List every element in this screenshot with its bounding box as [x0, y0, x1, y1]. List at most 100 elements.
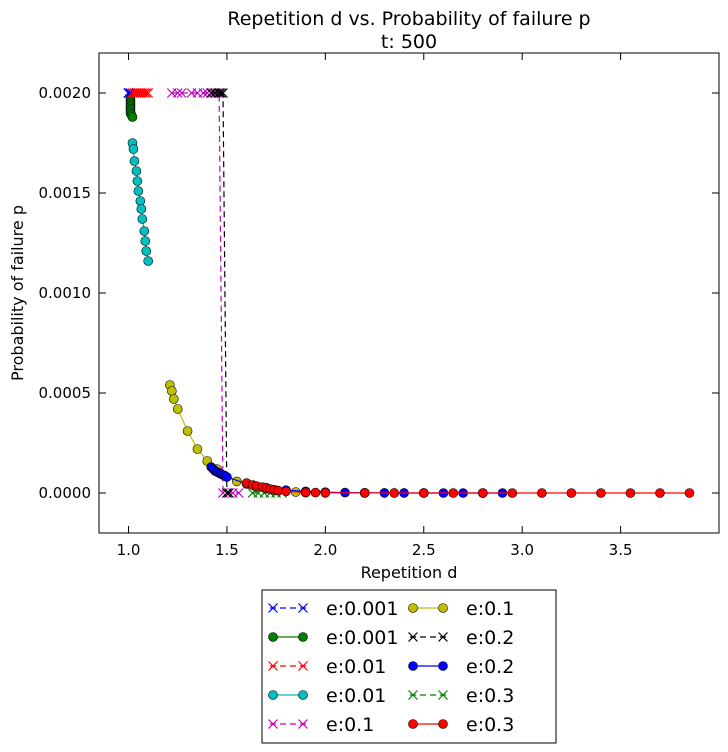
x-axis-ticks: 1.0 1.5 2.0 2.5 3.0 3.5	[117, 53, 633, 559]
x-axis-label: Repetition d	[361, 563, 458, 582]
legend-label: e:0.2	[466, 627, 514, 649]
x-tick-label: 2.5	[412, 541, 436, 559]
legend-marker	[268, 632, 278, 642]
data-point	[684, 488, 695, 498]
data-point	[596, 488, 606, 498]
data-point	[566, 488, 577, 498]
legend-marker	[298, 603, 308, 613]
legend-marker	[408, 661, 418, 671]
chart-subtitle: t: 500	[381, 31, 437, 53]
data-point	[359, 488, 370, 498]
legend-marker	[438, 690, 448, 700]
data-point	[233, 488, 244, 498]
data-point	[132, 176, 143, 186]
data-point	[222, 472, 232, 482]
legend-entry: e:0.3	[408, 685, 514, 707]
data-point	[141, 88, 152, 98]
data-point	[172, 404, 183, 414]
series-2	[125, 94, 138, 122]
legend-marker	[298, 661, 308, 671]
legend-label: e:0.3	[466, 714, 514, 736]
series-4	[127, 138, 154, 266]
data-point	[139, 226, 150, 236]
legend-marker	[298, 632, 308, 642]
plot-area	[123, 88, 695, 498]
legend-label: e:0.3	[466, 685, 514, 707]
legend-entry: e:0.1	[408, 598, 514, 620]
legend-label: e:0.001	[326, 598, 398, 620]
data-point	[133, 186, 144, 196]
legend-entry: e:0.001	[268, 627, 398, 649]
legend-entry: e:0.001	[268, 598, 398, 620]
data-point	[223, 488, 234, 498]
y-tick-label: 0.0020	[39, 84, 92, 102]
legend-marker	[298, 719, 308, 729]
legend-marker	[438, 719, 448, 729]
legend-label: e:0.01	[326, 685, 386, 707]
x-tick-label: 1.5	[215, 541, 239, 559]
legend-marker	[408, 690, 418, 700]
legend-marker	[408, 719, 418, 729]
legend-entry: e:0.3	[408, 714, 514, 736]
data-point	[478, 488, 488, 498]
data-point	[172, 88, 183, 98]
legend-entry: e:0.1	[268, 714, 374, 736]
data-point	[281, 486, 291, 497]
chart-title: Repetition d vs. Probability of failure …	[227, 8, 590, 30]
legend-entry: e:0.2	[408, 656, 514, 678]
data-point	[137, 214, 148, 224]
y-tick-label: 0.0000	[39, 484, 92, 502]
data-point	[418, 488, 429, 498]
x-tick-label: 2.0	[313, 541, 337, 559]
y-tick-label: 0.0010	[39, 284, 92, 302]
legend-marker	[438, 603, 448, 613]
x-tick-label: 1.0	[117, 541, 141, 559]
series-7	[206, 88, 234, 498]
series-6	[165, 380, 311, 498]
y-axis-ticks: 0.0000 0.0005 0.0010 0.0015 0.0020	[39, 84, 719, 502]
data-point	[129, 156, 140, 166]
series-3	[127, 88, 154, 98]
data-point	[167, 386, 177, 396]
data-point	[320, 487, 331, 498]
data-point	[218, 88, 228, 98]
data-point	[140, 236, 151, 246]
data-point	[310, 487, 321, 498]
series-10	[241, 478, 695, 498]
data-point	[300, 487, 311, 498]
data-point	[139, 88, 150, 98]
data-point	[655, 488, 665, 498]
legend-marker	[268, 719, 278, 729]
data-point	[131, 166, 142, 176]
data-point	[537, 488, 547, 498]
data-point	[176, 88, 187, 98]
x-tick-label: 3.0	[510, 541, 534, 559]
series-line	[169, 384, 306, 494]
legend-entry: e:0.2	[408, 627, 514, 649]
legend-marker	[408, 603, 418, 613]
legend-marker	[268, 603, 278, 613]
data-point	[198, 88, 209, 98]
data-point	[168, 394, 179, 404]
legend-entry: e:0.01	[268, 656, 386, 678]
data-point	[448, 488, 459, 498]
legend-entry: e:0.01	[268, 685, 386, 707]
legend-label: e:0.001	[326, 627, 398, 649]
legend-marker	[438, 632, 448, 642]
data-point	[206, 88, 217, 98]
legend-label: e:0.2	[466, 656, 514, 678]
y-tick-label: 0.0005	[39, 384, 92, 402]
data-point	[143, 256, 154, 266]
data-point	[128, 144, 139, 154]
legend-marker	[438, 661, 448, 671]
series-line	[211, 92, 229, 494]
data-point	[507, 488, 518, 498]
data-point	[135, 196, 146, 206]
data-point	[127, 112, 138, 122]
legend-label: e:0.1	[466, 598, 514, 620]
data-point	[216, 88, 226, 98]
x-tick-label: 3.5	[609, 541, 633, 559]
legend-marker	[298, 690, 308, 700]
y-axis-label: Probability of failure p	[8, 205, 27, 381]
data-point	[182, 426, 193, 436]
